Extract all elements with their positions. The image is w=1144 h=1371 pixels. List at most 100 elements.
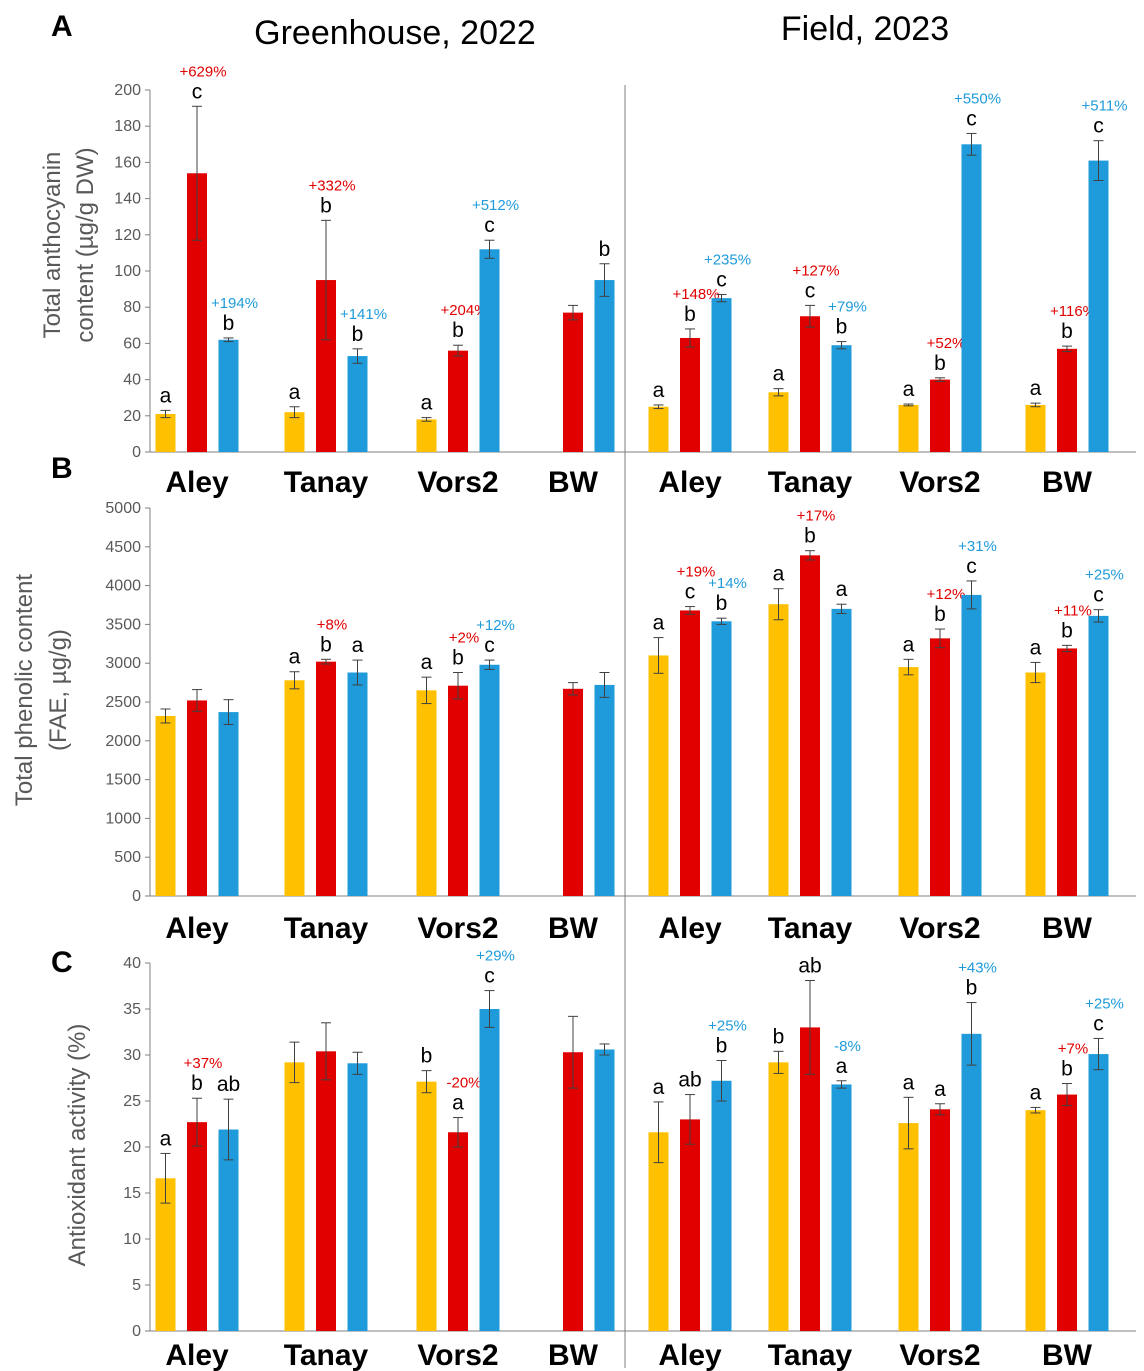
significance-letter: ab	[798, 954, 821, 977]
percent-change-label: +116%	[1050, 303, 1096, 320]
significance-letter: c	[484, 965, 495, 988]
column-title-field: Field, 2023	[781, 10, 949, 48]
y-tick-label: 40	[123, 955, 141, 972]
significance-letter: c	[966, 555, 977, 578]
percent-change-label: +204%	[440, 302, 487, 319]
significance-letter: a	[452, 1092, 464, 1115]
bar-yellow	[416, 690, 437, 896]
bar-blue	[961, 144, 982, 453]
significance-letter: b	[1061, 320, 1073, 343]
category-label: BW	[548, 912, 599, 945]
percent-change-label: +25%	[708, 1018, 747, 1035]
y-tick-label: 15	[123, 1185, 141, 1202]
significance-letter: a	[1030, 636, 1042, 659]
bar-yellow	[284, 680, 305, 896]
category-label: Tanay	[284, 1339, 369, 1371]
significance-letter: b	[684, 303, 696, 326]
significance-letter: a	[421, 651, 433, 674]
bar-yellow	[416, 1081, 437, 1331]
category-label: BW	[1042, 466, 1093, 499]
y-tick-label: 1500	[105, 772, 141, 789]
y-tick-label: 200	[114, 82, 141, 99]
y-tick-label: 0	[132, 444, 141, 461]
significance-letter: a	[1030, 377, 1042, 400]
percent-change-label: +29%	[476, 948, 515, 965]
bar-blue	[1088, 160, 1109, 452]
category-label: Tanay	[768, 466, 853, 499]
panel-letter-a: A	[51, 10, 73, 43]
percent-change-label: +550%	[954, 90, 1001, 107]
category-label: Vors2	[417, 912, 498, 945]
bar-red	[187, 1122, 207, 1331]
y-tick-label: 10	[123, 1231, 141, 1248]
percent-change-label: +511%	[1081, 98, 1127, 115]
bar-blue	[479, 664, 500, 896]
y-tick-label: 80	[123, 299, 141, 316]
significance-letter: c	[484, 634, 495, 657]
significance-letter: b	[836, 316, 848, 339]
significance-letter: a	[160, 384, 172, 407]
bar-blue	[479, 1009, 500, 1331]
significance-letter: b	[1061, 619, 1073, 642]
significance-letter: b	[934, 352, 946, 375]
significance-letter: a	[653, 612, 665, 635]
bar-yellow	[768, 604, 789, 896]
bar-blue	[594, 280, 615, 452]
y-axis-label: Antioxidant activity (%)	[64, 1024, 91, 1267]
category-label: Aley	[658, 1339, 722, 1371]
y-tick-label: 25	[123, 1093, 141, 1110]
bar-red	[316, 661, 336, 896]
significance-letter: ab	[678, 1069, 701, 1092]
y-axis-label: content (µg/g DW)	[72, 147, 99, 342]
y-tick-label: 140	[114, 191, 141, 208]
significance-letter: b	[223, 312, 235, 335]
percent-change-label: +19%	[677, 564, 716, 581]
category-label: BW	[1042, 1339, 1093, 1371]
bar-red	[563, 1052, 583, 1331]
significance-letter: b	[716, 1035, 728, 1058]
significance-letter: a	[903, 633, 915, 656]
bar-blue	[1088, 615, 1109, 896]
y-tick-label: 20	[123, 408, 141, 425]
significance-letter: a	[934, 1078, 946, 1101]
percent-change-label: +332%	[308, 177, 355, 194]
bar-blue	[347, 672, 368, 896]
y-tick-label: 4500	[105, 539, 141, 556]
bar-blue	[831, 608, 852, 896]
y-tick-label: 60	[123, 335, 141, 352]
significance-letter: c	[966, 107, 977, 130]
bar-red	[448, 685, 468, 896]
percent-change-label: +141%	[340, 306, 387, 323]
category-label: Aley	[658, 912, 722, 945]
bar-blue	[347, 1063, 368, 1331]
bar-yellow	[1025, 1110, 1046, 1331]
bar-blue	[479, 249, 500, 452]
category-label: Vors2	[417, 466, 498, 499]
significance-letter: a	[289, 381, 301, 404]
category-label: Tanay	[768, 1339, 853, 1371]
percent-change-label: +148%	[672, 286, 719, 303]
percent-change-label: +37%	[184, 1055, 223, 1072]
percent-change-label: +25%	[1085, 567, 1124, 584]
significance-letter: a	[773, 563, 785, 586]
significance-letter: a	[352, 634, 364, 657]
significance-letter: a	[653, 1076, 665, 1099]
significance-letter: c	[1093, 1012, 1104, 1035]
y-tick-label: 40	[123, 372, 141, 389]
significance-letter: a	[160, 1127, 172, 1150]
y-tick-label: 4000	[105, 578, 141, 595]
y-tick-label: 0	[132, 1323, 141, 1340]
percent-change-label: +52%	[927, 335, 966, 352]
y-tick-label: 20	[123, 1139, 141, 1156]
bar-red	[800, 555, 820, 896]
bar-yellow	[768, 392, 789, 452]
y-tick-label: 3500	[105, 616, 141, 633]
percent-change-label: +127%	[792, 262, 839, 279]
y-tick-label: 180	[114, 118, 141, 135]
bar-yellow	[155, 715, 176, 896]
bar-yellow	[155, 413, 176, 452]
significance-letter: b	[352, 323, 364, 346]
significance-letter: a	[903, 378, 915, 401]
category-label: Vors2	[899, 1339, 980, 1371]
